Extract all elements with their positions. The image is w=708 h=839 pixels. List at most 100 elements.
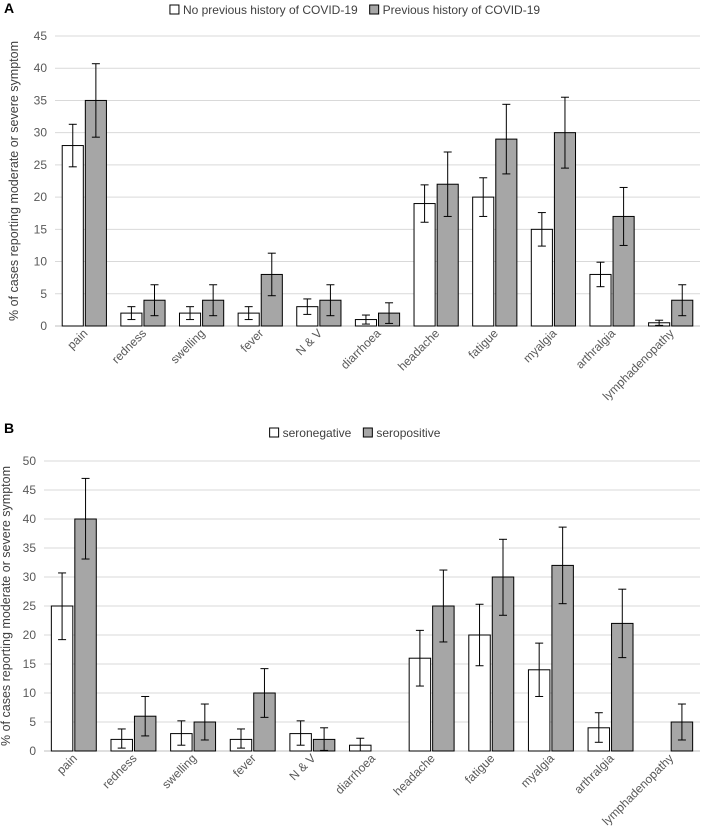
category-n-v — [289, 720, 336, 752]
category-headache — [413, 151, 459, 327]
y-tick-label: 45 — [23, 483, 37, 497]
category-n-v — [296, 284, 342, 327]
legend: seronegative seropositive — [269, 426, 441, 440]
error-bar-seropositive-lymphadenopathy — [677, 703, 686, 741]
error-bar-previous-history-of-covid-19-n-v — [326, 284, 335, 317]
legend-item-seropositive: seropositive — [362, 426, 441, 440]
y-axis-label: % of cases reporting moderate or severe … — [7, 41, 21, 321]
error-bar-previous-history-of-covid-19-headache — [443, 151, 452, 217]
x-tick-label-fatigue: fatigue — [466, 326, 502, 362]
error-bar-no-previous-history-of-covid-19-arthralgia — [596, 261, 605, 288]
x-tick-label-pain: pain — [64, 326, 90, 352]
category-diarrhoea — [349, 737, 372, 752]
y-tick-label: 45 — [34, 29, 48, 43]
error-bar-no-previous-history-of-covid-19-diarrhoea — [361, 314, 370, 325]
x-tick-label-n-v: N & V — [286, 751, 318, 783]
category-headache — [408, 569, 455, 752]
y-tick-label: 0 — [29, 744, 36, 758]
y-tick-label: 20 — [23, 628, 37, 642]
error-bar-no-previous-history-of-covid-19-lymphadenopathy — [655, 319, 664, 326]
error-bar-seropositive-fever — [260, 668, 269, 718]
y-tick-label: 5 — [29, 715, 36, 729]
legend-item-previous-history-of-covid-19: Previous history of COVID-19 — [369, 3, 540, 17]
category-lymphadenopathy — [670, 703, 694, 752]
error-bar-previous-history-of-covid-19-fever — [267, 252, 276, 297]
x-tick-label-myalgia: myalgia — [520, 326, 559, 365]
error-bar-no-previous-history-of-covid-19-swelling — [186, 306, 195, 321]
error-bar-seropositive-n-v — [320, 727, 329, 751]
category-swelling — [178, 284, 225, 327]
category-myalgia — [527, 526, 574, 752]
x-tick-label-swelling: swelling — [168, 326, 208, 366]
error-bar-no-previous-history-of-covid-19-headache — [420, 184, 429, 223]
y-tick-label: 10 — [34, 255, 48, 269]
y-tick-label: 30 — [34, 126, 48, 140]
panel-letter: A — [4, 0, 14, 16]
x-tick-label-myalgia: myalgia — [518, 751, 557, 790]
y-tick-label: 50 — [23, 454, 37, 468]
error-bar-previous-history-of-covid-19-myalgia — [560, 96, 569, 169]
error-bar-seropositive-swelling — [200, 703, 209, 741]
x-tick-label-arthralgia: arthralgia — [571, 751, 617, 797]
category-lymphadenopathy — [648, 284, 694, 327]
legend-label: No previous history of COVID-19 — [183, 3, 358, 17]
error-bar-no-previous-history-of-covid-19-redness — [127, 306, 136, 321]
x-tick-label-fever: fever — [238, 326, 267, 355]
y-axis-label: % of cases reporting moderate or severe … — [0, 466, 13, 746]
x-tick-label-fever: fever — [230, 751, 259, 780]
error-bar-seropositive-pain — [81, 477, 90, 560]
error-bar-seronegative-swelling — [177, 720, 186, 746]
x-tick-label-swelling: swelling — [159, 751, 199, 791]
error-bar-previous-history-of-covid-19-pain — [91, 63, 100, 138]
panel-b: B 0 5 10 15 20 25 30 35 40 45 50 % of cases reportin… — [0, 420, 700, 828]
y-tick-label: 20 — [34, 190, 48, 204]
error-bar-previous-history-of-covid-19-diarrhoea — [385, 302, 394, 324]
category-arthralgia — [587, 588, 634, 752]
legend: No previous history of COVID-19 Previous … — [169, 3, 540, 17]
legend-label: seropositive — [376, 426, 440, 440]
error-bar-previous-history-of-covid-19-swelling — [209, 284, 218, 317]
error-bar-seropositive-arthralgia — [618, 588, 627, 659]
y-tick-label: 15 — [23, 657, 37, 671]
category-myalgia — [530, 96, 577, 327]
category-redness — [120, 284, 166, 327]
x-tick-label-n-v: N & V — [293, 326, 325, 358]
y-tick-label: 30 — [23, 570, 37, 584]
category-fever — [237, 252, 283, 327]
error-bar-seronegative-fever — [236, 728, 245, 749]
error-bar-seropositive-headache — [439, 569, 448, 643]
x-tick-label-diarrhoea: diarrhoea — [332, 751, 378, 797]
error-bar-seronegative-diarrhoea — [356, 737, 365, 752]
legend-label: seronegative — [283, 426, 352, 440]
error-bar-no-previous-history-of-covid-19-fever — [244, 306, 253, 321]
panel-a: A 0 5 10 15 20 25 30 35 40 45 % of cases reporting … — [4, 0, 700, 403]
y-tick-label: 35 — [34, 93, 48, 107]
x-tick-label-headache: headache — [391, 751, 438, 798]
x-tick-label-redness: redness — [99, 751, 139, 791]
panel-letter: B — [4, 420, 14, 436]
legend-swatch — [369, 4, 380, 15]
error-bar-previous-history-of-covid-19-redness — [150, 284, 159, 317]
y-tick-label: 40 — [34, 61, 48, 75]
error-bar-previous-history-of-covid-19-lymphadenopathy — [678, 284, 687, 317]
category-redness — [110, 695, 157, 752]
legend-swatch — [269, 427, 280, 438]
error-bar-seronegative-myalgia — [535, 642, 544, 697]
category-diarrhoea — [354, 302, 401, 327]
bar-no-previous-history-of-covid-19-pain — [61, 145, 84, 327]
y-tick-label: 25 — [23, 599, 37, 613]
legend-item-seronegative: seronegative — [269, 426, 352, 440]
x-tick-label-redness: redness — [109, 326, 149, 366]
error-bar-seropositive-myalgia — [558, 526, 567, 605]
y-tick-label: 40 — [23, 512, 37, 526]
x-tick-label-diarrhoea: diarrhoea — [338, 326, 384, 372]
category-fatigue — [468, 538, 515, 752]
category-pain — [61, 63, 107, 327]
category-pain — [50, 477, 97, 752]
error-bar-previous-history-of-covid-19-arthralgia — [619, 186, 628, 246]
legend-swatch — [169, 4, 180, 15]
error-bar-no-previous-history-of-covid-19-myalgia — [537, 212, 546, 247]
error-bar-seronegative-n-v — [296, 720, 305, 746]
legend-swatch — [362, 427, 373, 438]
